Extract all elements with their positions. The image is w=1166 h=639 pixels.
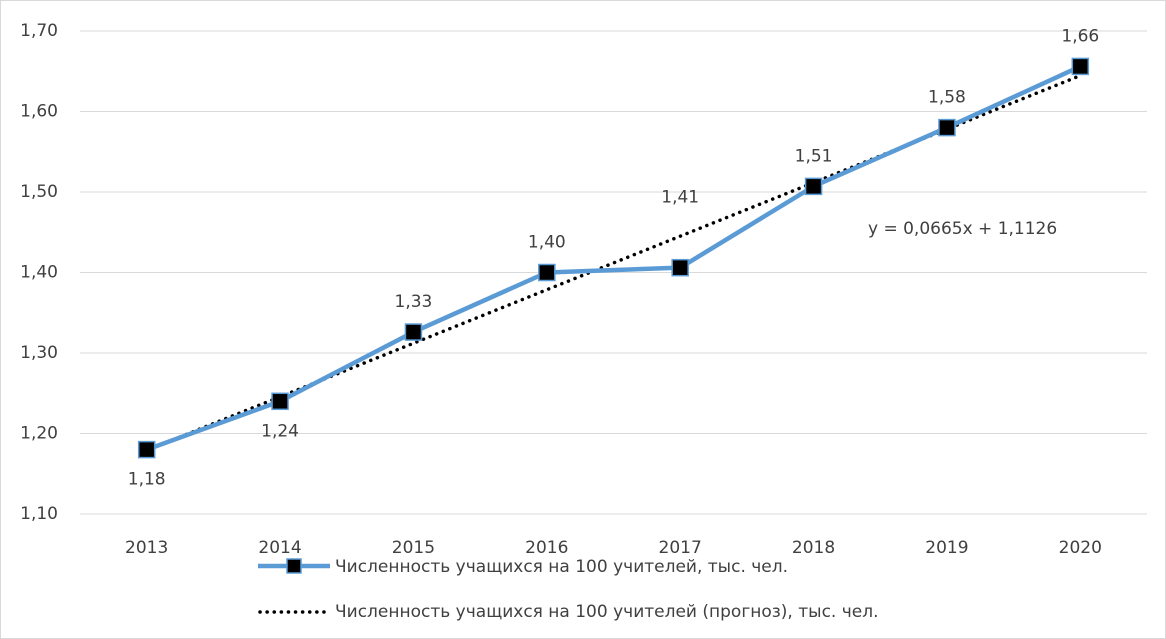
x-tick-label: 2013: [125, 538, 168, 558]
legend-label: Численность учащихся на 100 учителей (пр…: [335, 602, 879, 622]
x-tick-label: 2017: [659, 538, 702, 558]
x-tick-label: 2020: [1059, 538, 1102, 558]
data-label: 1,40: [528, 233, 566, 253]
data-marker: [804, 177, 823, 196]
y-tick-label: 1,30: [20, 343, 58, 363]
y-tick-label: 1,20: [20, 424, 58, 444]
data-marker: [538, 263, 556, 282]
trend-equation: y = 0,0665x + 1,1126: [868, 219, 1057, 239]
y-tick-label: 1,60: [20, 102, 58, 122]
data-label: 1,33: [395, 292, 433, 312]
data-label: 1,24: [261, 421, 299, 441]
data-marker: [1071, 57, 1090, 76]
data-marker: [271, 392, 289, 411]
y-tick-label: 1,70: [20, 21, 58, 41]
x-tick-label: 2016: [525, 538, 568, 558]
data-marker: [404, 323, 423, 341]
data-label: 1,51: [795, 146, 833, 166]
data-marker: [671, 258, 689, 277]
y-tick-label: 1,50: [20, 182, 58, 202]
x-tick-label: 2015: [392, 538, 435, 558]
legend-marker: [286, 558, 302, 574]
data-label: 1,66: [1061, 26, 1099, 46]
data-label: 1,58: [928, 88, 966, 108]
data-label: 1,18: [128, 470, 166, 490]
legend-label: Численность учащихся на 100 учителей, ты…: [335, 557, 788, 577]
x-tick-label: 2014: [258, 538, 301, 558]
data-marker: [137, 440, 156, 459]
x-tick-label: 2019: [925, 538, 968, 558]
data-label: 1,41: [661, 188, 699, 208]
data-marker: [938, 118, 956, 137]
y-tick-label: 1,10: [20, 504, 58, 524]
y-tick-label: 1,40: [20, 263, 58, 283]
data-line: [145, 64, 1082, 452]
x-tick-label: 2018: [792, 538, 835, 558]
